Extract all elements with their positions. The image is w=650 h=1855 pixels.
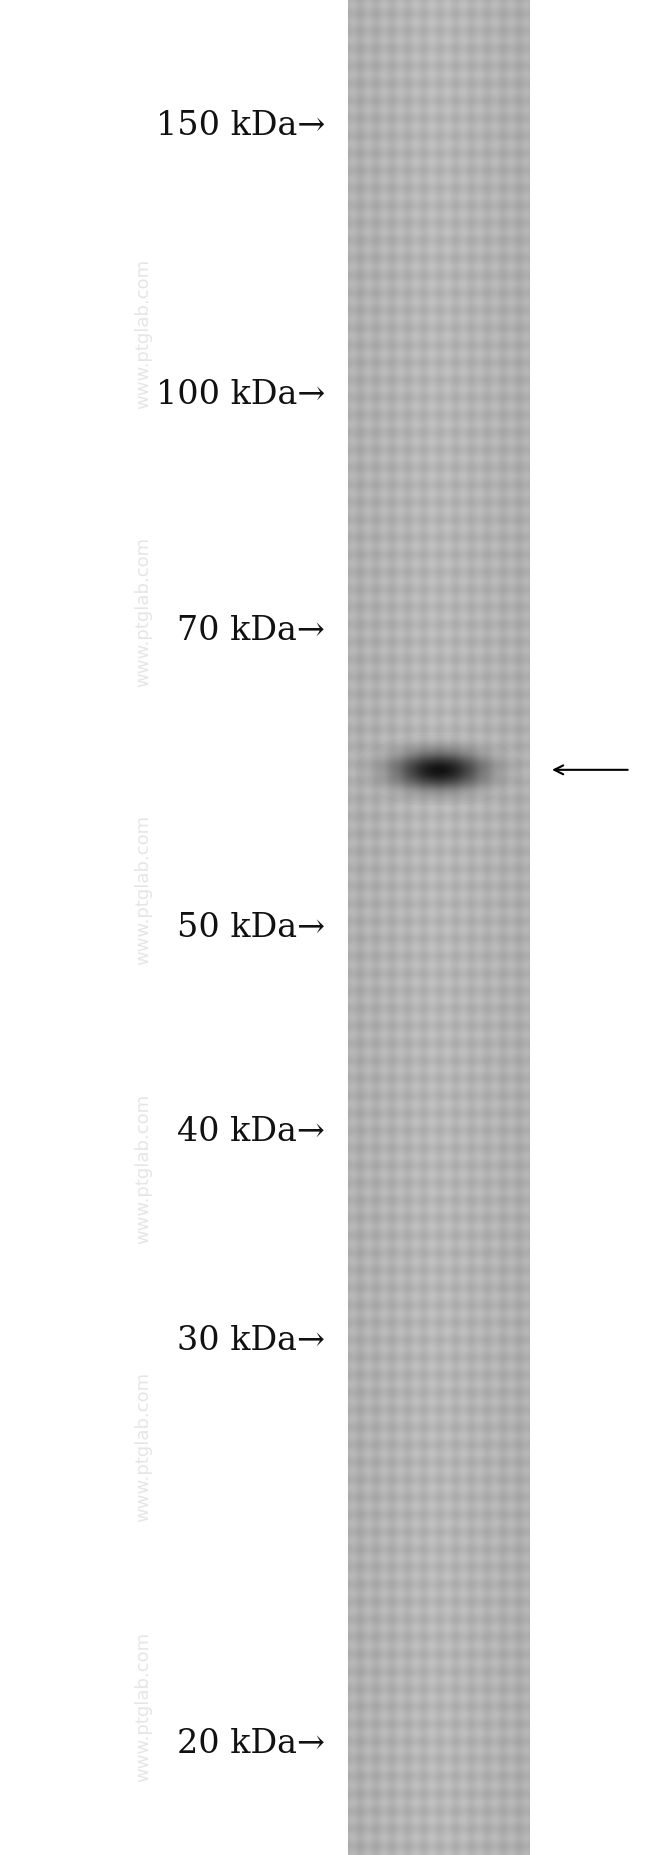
Text: 40 kDa→: 40 kDa→	[177, 1115, 325, 1148]
Text: 100 kDa→: 100 kDa→	[155, 378, 325, 412]
Text: 150 kDa→: 150 kDa→	[155, 109, 325, 143]
Text: www.ptglab.com: www.ptglab.com	[134, 1632, 152, 1781]
Text: 70 kDa→: 70 kDa→	[177, 614, 325, 647]
Text: www.ptglab.com: www.ptglab.com	[134, 816, 152, 965]
Text: www.ptglab.com: www.ptglab.com	[134, 1373, 152, 1521]
Text: 20 kDa→: 20 kDa→	[177, 1727, 325, 1760]
Text: www.ptglab.com: www.ptglab.com	[134, 1094, 152, 1243]
Text: www.ptglab.com: www.ptglab.com	[134, 538, 152, 686]
Text: 50 kDa→: 50 kDa→	[177, 911, 325, 944]
Text: 30 kDa→: 30 kDa→	[177, 1324, 325, 1358]
Text: www.ptglab.com: www.ptglab.com	[134, 260, 152, 408]
